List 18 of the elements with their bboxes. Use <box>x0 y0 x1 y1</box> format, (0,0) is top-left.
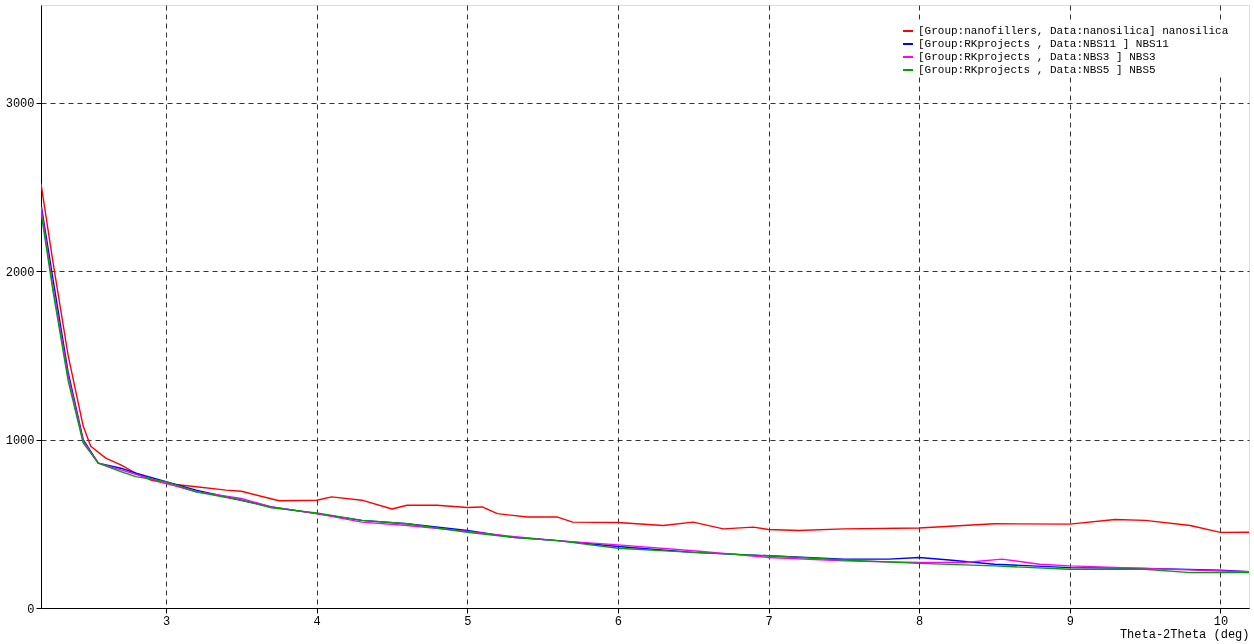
x-axis-title: Theta-2Theta (deg) <box>1119 627 1250 642</box>
x-tick-label: 7 <box>765 614 773 629</box>
y-tick-label: 0 <box>27 602 35 617</box>
line-series <box>41 182 1249 534</box>
legend-label: [Group:RKprojects , Data:NBS5 ] NBS5 <box>918 64 1156 76</box>
x-tick-label: 5 <box>464 614 472 629</box>
y-tick-label: 2000 <box>5 265 35 280</box>
x-tick-label: 9 <box>1066 614 1074 629</box>
x-tick-label: 10 <box>1213 614 1229 629</box>
x-tick-label: 6 <box>614 614 622 629</box>
x-tick-label: 3 <box>162 614 171 629</box>
y-tick-label: 1000 <box>5 434 35 449</box>
legend-label: [Group:RKprojects , Data:NBS3 ] NBS3 <box>918 51 1156 63</box>
x-tick-label: 4 <box>313 614 321 629</box>
legend-label: [Group:nanofillers, Data:nanosilica] nanosilica <box>918 25 1229 37</box>
x-tick-label: 8 <box>916 614 924 629</box>
y-tick-label: 3000 <box>5 97 35 112</box>
legend-label: [Group:RKprojects , Data:NBS11 ] NBS11 <box>918 38 1170 50</box>
